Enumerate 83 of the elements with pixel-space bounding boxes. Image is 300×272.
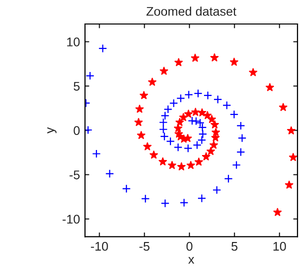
point <box>289 153 298 162</box>
point <box>85 126 92 134</box>
point <box>202 152 210 160</box>
point <box>184 134 192 142</box>
point <box>203 91 212 100</box>
point <box>236 121 246 130</box>
point <box>198 130 208 138</box>
point <box>197 194 206 203</box>
y-tick-label: 0 <box>74 126 80 135</box>
point <box>210 140 218 149</box>
point <box>158 125 168 134</box>
x-axis-title: x <box>188 257 194 264</box>
x-tick-label: 5 <box>231 242 238 251</box>
point <box>230 110 238 119</box>
point <box>287 126 296 134</box>
x-tick-label: -5 <box>139 242 150 251</box>
point <box>160 198 170 208</box>
y-axis-title: y <box>47 127 57 134</box>
point <box>198 123 207 132</box>
point <box>208 115 216 123</box>
point <box>248 68 258 76</box>
point <box>279 103 288 112</box>
point <box>150 150 158 159</box>
y-tick-label: -10 <box>62 214 80 224</box>
point <box>160 66 168 75</box>
point <box>206 146 215 155</box>
point <box>230 58 238 66</box>
point <box>134 118 143 126</box>
point <box>212 186 222 194</box>
point <box>176 94 186 103</box>
point <box>284 180 294 189</box>
x-tick-label: 0 <box>186 242 192 251</box>
point <box>140 91 148 100</box>
point <box>141 194 150 204</box>
point <box>176 118 184 126</box>
point <box>105 169 114 178</box>
point <box>135 104 144 113</box>
point <box>194 158 203 166</box>
point <box>224 174 233 184</box>
point <box>158 118 168 127</box>
y-tick-label: -5 <box>70 170 80 180</box>
point <box>86 71 94 80</box>
point <box>210 120 219 128</box>
point <box>196 118 205 128</box>
x-tick-label: -10 <box>90 242 108 251</box>
point <box>98 44 108 53</box>
y-tick-label: 5 <box>74 82 80 91</box>
point <box>236 148 246 156</box>
point <box>177 162 186 170</box>
point <box>194 89 202 98</box>
point <box>238 134 246 142</box>
point <box>203 111 212 120</box>
point <box>92 149 101 158</box>
chart-title: Zoomed dataset <box>146 6 236 16</box>
point <box>198 108 206 116</box>
point <box>190 54 200 62</box>
point <box>186 161 195 169</box>
point <box>222 101 232 110</box>
point <box>160 132 169 141</box>
point <box>174 58 183 66</box>
point <box>266 83 274 92</box>
point <box>184 144 192 153</box>
point <box>184 90 194 99</box>
x-tick-label: 10 <box>273 242 286 251</box>
point <box>273 208 282 216</box>
y-tick-label: 10 <box>67 38 80 46</box>
point <box>232 160 241 170</box>
point <box>210 53 219 62</box>
point <box>122 184 131 194</box>
point <box>188 116 197 126</box>
point <box>148 78 156 86</box>
point <box>143 142 152 150</box>
point <box>158 157 167 166</box>
point <box>137 131 146 140</box>
point <box>180 198 188 208</box>
point <box>191 108 200 116</box>
point <box>174 124 182 132</box>
point <box>166 136 175 146</box>
point <box>174 143 182 152</box>
point <box>184 110 193 118</box>
point <box>213 95 222 104</box>
point <box>168 161 176 169</box>
point <box>212 128 220 136</box>
